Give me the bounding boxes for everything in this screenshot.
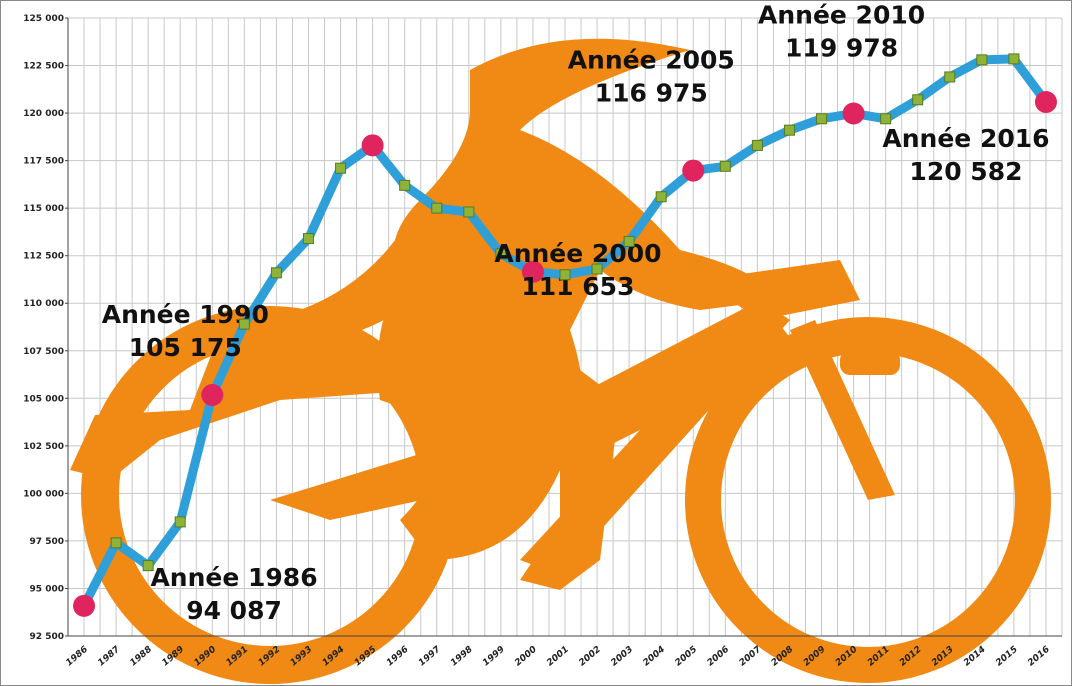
marker xyxy=(1008,53,1020,65)
y-tick-label: 97 500 xyxy=(30,537,64,547)
y-tick-label: 115 000 xyxy=(23,204,64,214)
marker xyxy=(174,516,186,528)
highlight-marker xyxy=(361,134,384,157)
highlight-marker xyxy=(682,159,705,182)
value-label: 116 975 xyxy=(595,79,708,108)
y-tick-label: 120 000 xyxy=(23,109,64,119)
highlight-marker xyxy=(73,594,96,617)
highlight-marker xyxy=(521,260,544,283)
value-label: 111 653 xyxy=(521,272,634,301)
y-tick-label: 117 500 xyxy=(23,157,64,167)
y-tick-label: 95 000 xyxy=(30,584,64,594)
marker xyxy=(783,124,795,136)
y-tick-label: 92 500 xyxy=(30,632,64,642)
marker xyxy=(142,560,154,572)
marker xyxy=(816,113,828,125)
marker xyxy=(495,248,507,260)
value-label: 119 978 xyxy=(785,33,898,62)
marker xyxy=(302,233,314,245)
marker xyxy=(751,139,763,151)
annotation-title: Année 2000 xyxy=(494,239,661,268)
cyclist-illustration xyxy=(70,38,1051,684)
marker xyxy=(270,267,282,279)
y-tick-label: 122 500 xyxy=(23,62,64,72)
marker xyxy=(463,206,475,218)
y-tick-label: 102 500 xyxy=(23,442,64,452)
value-label: 120 582 xyxy=(909,157,1022,186)
y-tick-label: 125 000 xyxy=(23,14,64,24)
marker xyxy=(591,263,603,275)
marker xyxy=(623,235,635,247)
highlight-marker xyxy=(842,102,865,125)
marker xyxy=(110,537,122,549)
y-tick-label: 105 000 xyxy=(23,394,64,404)
annotation-title: Année 2010 xyxy=(758,0,925,29)
marker xyxy=(719,160,731,172)
annotation-title: Année 2016 xyxy=(882,124,1049,153)
annotation-title: Année 2005 xyxy=(568,46,735,75)
marker xyxy=(559,269,571,281)
marker xyxy=(431,202,443,214)
y-tick-label: 100 000 xyxy=(23,489,64,499)
marker xyxy=(880,113,892,125)
annotation-title: Année 1986 xyxy=(150,563,317,592)
marker xyxy=(655,191,667,203)
marker xyxy=(912,94,924,106)
highlight-marker xyxy=(201,383,224,406)
value-label: 94 087 xyxy=(186,596,282,625)
marker xyxy=(238,318,250,330)
marker xyxy=(976,54,988,66)
highlight-marker xyxy=(1034,91,1057,114)
marker xyxy=(335,162,347,174)
marker xyxy=(944,71,956,83)
y-tick-label: 110 000 xyxy=(23,299,64,309)
value-label: 105 175 xyxy=(129,333,242,362)
marker xyxy=(399,179,411,191)
y-tick-label: 107 500 xyxy=(23,347,64,357)
y-tick-label: 112 500 xyxy=(23,252,64,262)
